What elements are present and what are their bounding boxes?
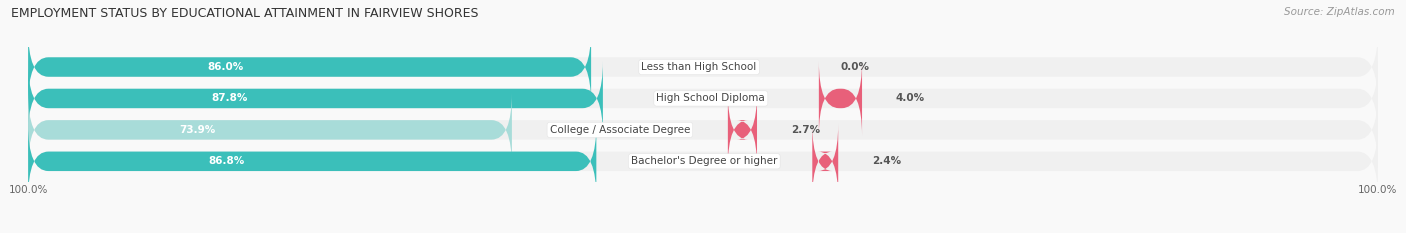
Text: EMPLOYMENT STATUS BY EDUCATIONAL ATTAINMENT IN FAIRVIEW SHORES: EMPLOYMENT STATUS BY EDUCATIONAL ATTAINM… (11, 7, 479, 20)
Text: College / Associate Degree: College / Associate Degree (550, 125, 690, 135)
FancyBboxPatch shape (28, 93, 1378, 167)
FancyBboxPatch shape (28, 30, 591, 104)
FancyBboxPatch shape (28, 30, 1378, 104)
Text: 2.4%: 2.4% (872, 156, 901, 166)
FancyBboxPatch shape (28, 61, 603, 136)
Text: 0.0%: 0.0% (841, 62, 870, 72)
FancyBboxPatch shape (28, 124, 596, 199)
FancyBboxPatch shape (28, 61, 1378, 136)
FancyBboxPatch shape (813, 124, 838, 199)
Text: 4.0%: 4.0% (896, 93, 925, 103)
Text: Less than High School: Less than High School (641, 62, 756, 72)
Text: 87.8%: 87.8% (211, 93, 247, 103)
FancyBboxPatch shape (28, 93, 512, 167)
Text: 2.7%: 2.7% (790, 125, 820, 135)
Text: 86.8%: 86.8% (209, 156, 245, 166)
Text: Bachelor's Degree or higher: Bachelor's Degree or higher (631, 156, 778, 166)
Text: 73.9%: 73.9% (180, 125, 215, 135)
FancyBboxPatch shape (28, 124, 1378, 199)
Text: 86.0%: 86.0% (207, 62, 243, 72)
FancyBboxPatch shape (818, 61, 862, 136)
Text: High School Diploma: High School Diploma (657, 93, 765, 103)
FancyBboxPatch shape (728, 93, 756, 167)
Text: Source: ZipAtlas.com: Source: ZipAtlas.com (1284, 7, 1395, 17)
